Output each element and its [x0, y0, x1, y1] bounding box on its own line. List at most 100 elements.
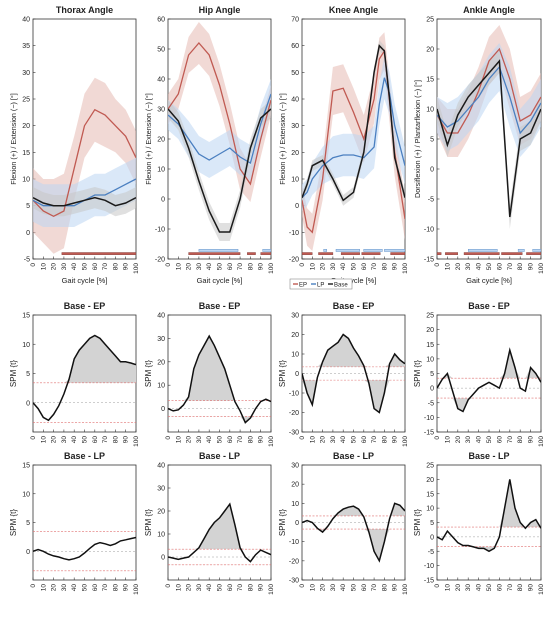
y-axis-label: SPM {t}: [144, 360, 153, 387]
x-tick-label: 90: [392, 436, 399, 444]
x-tick-label: 80: [381, 263, 388, 271]
panel-title: Ankle Angle: [463, 5, 515, 15]
x-tick-label: 40: [71, 584, 78, 592]
y-tick-label: 15: [426, 77, 434, 84]
x-tick-label: 40: [71, 263, 78, 271]
spm-curve: [302, 502, 405, 563]
spm-panel-4: Base - EP0 10 20 30 40 50 60 70 80 90 100051015SPM…: [9, 301, 140, 447]
significance-bar-ep: [247, 252, 256, 255]
y-axis-label: Flexion (+) / Extension (−) [°]: [278, 93, 287, 185]
x-tick-label: 20: [320, 584, 327, 592]
y-tick-label: 0: [295, 203, 299, 210]
x-tick-label: 20: [186, 584, 193, 592]
y-tick-label: 0: [26, 549, 30, 556]
y-tick-label: 40: [157, 313, 165, 320]
x-tick-label: 30: [61, 584, 68, 592]
legend-label-base: Base: [334, 283, 348, 289]
significance-bar-lp: [363, 249, 383, 252]
x-tick-label: 30: [465, 263, 472, 271]
y-tick-label: 5: [26, 203, 30, 210]
x-tick-label: 100: [268, 584, 275, 595]
spm-cluster-positive: [302, 334, 405, 367]
x-tick-label: 0: [299, 263, 306, 267]
x-tick-label: 90: [258, 263, 265, 271]
y-tick-label: 10: [157, 167, 165, 174]
y-tick-label: 60: [157, 17, 165, 24]
x-tick-label: 70: [102, 584, 109, 592]
y-tick-label: 10: [291, 501, 299, 508]
x-tick-label: 80: [517, 263, 524, 271]
x-tick-label: 100: [402, 436, 409, 447]
x-tick-label: 0: [299, 436, 306, 440]
y-tick-label: 35: [22, 43, 30, 50]
axes-frame: [436, 314, 542, 433]
x-tick-label: 30: [196, 584, 203, 592]
x-tick-label: 80: [381, 584, 388, 592]
x-tick-label: 10: [175, 436, 182, 444]
x-tick-label: 0: [434, 436, 441, 440]
y-tick-label: 20: [291, 332, 299, 339]
x-tick-label: 60: [92, 436, 99, 444]
y-tick-label: -20: [289, 558, 299, 565]
spm-cluster-negative: [302, 529, 405, 561]
x-tick-label: 0: [165, 436, 172, 440]
x-tick-label: 80: [247, 263, 254, 271]
significance-bar-lp: [517, 249, 525, 252]
x-tick-label: 90: [528, 436, 535, 444]
x-tick-label: 90: [258, 436, 265, 444]
x-tick-label: 100: [538, 263, 545, 274]
x-tick-label: 10: [40, 584, 47, 592]
x-tick-label: 90: [123, 263, 130, 271]
plot-area: [168, 502, 271, 566]
plot-area: [302, 502, 405, 563]
y-tick-label: 0: [161, 406, 165, 413]
plot-area: [168, 22, 271, 255]
legend-box: [289, 278, 353, 290]
x-tick-label: 70: [507, 584, 514, 592]
x-tick-label: 20: [455, 436, 462, 444]
spm-cluster-negative: [437, 546, 541, 552]
series-band-ep: [168, 22, 271, 202]
significance-bar-ep: [361, 252, 381, 255]
x-tick-label: 70: [507, 436, 514, 444]
panel-title: Base - LP: [64, 451, 105, 461]
x-tick-label: 50: [82, 436, 89, 444]
axes-frame: [301, 314, 406, 433]
y-tick-label: 0: [430, 167, 434, 174]
series-line-base: [168, 108, 271, 233]
spm-panel-10: Base - LP0 10 20 30 40 50 60 70 80 90 100-30-20-10…: [278, 451, 409, 595]
y-tick-label: -20: [289, 410, 299, 417]
spm-panel-11: Base - LP0 10 20 30 40 50 60 70 80 90 100-15-10-50…: [413, 451, 545, 595]
x-tick-label: 10: [444, 436, 451, 444]
x-tick-label: 60: [496, 263, 503, 271]
x-axis-label: Gait cycle [%]: [197, 276, 243, 285]
significance-bar-ep: [445, 252, 459, 255]
spm-curve: [437, 479, 541, 553]
significance-bar-lp: [468, 249, 498, 252]
y-tick-label: -10: [424, 563, 434, 570]
x-tick-label: 10: [309, 263, 316, 271]
y-tick-label: -5: [428, 400, 434, 407]
x-tick-label: 70: [507, 263, 514, 271]
y-axis-label: Flexion (+) / Extension (−) [°]: [9, 93, 18, 185]
x-tick-label: 60: [227, 263, 234, 271]
y-tick-label: 10: [426, 356, 434, 363]
y-tick-label: 10: [291, 177, 299, 184]
x-tick-label: 60: [361, 436, 368, 444]
spm-cluster-positive: [302, 503, 405, 516]
y-tick-label: 10: [22, 342, 30, 349]
y-tick-label: 40: [157, 463, 165, 470]
y-tick-label: -20: [289, 257, 299, 264]
y-tick-label: 5: [430, 371, 434, 378]
x-tick-label: 50: [351, 436, 358, 444]
x-tick-label: 10: [175, 584, 182, 592]
y-tick-label: 0: [26, 400, 30, 407]
y-tick-label: 30: [291, 313, 299, 320]
y-tick-label: 20: [22, 123, 30, 130]
y-axis-label: Dorsiflexion (+) / Plantarflexion (−) [°…: [413, 80, 422, 198]
y-tick-label: 30: [291, 463, 299, 470]
y-axis-label: SPM {t}: [9, 509, 18, 536]
panel-title: Base - LP: [199, 451, 240, 461]
x-tick-label: 20: [455, 263, 462, 271]
y-tick-label: -15: [424, 430, 434, 437]
